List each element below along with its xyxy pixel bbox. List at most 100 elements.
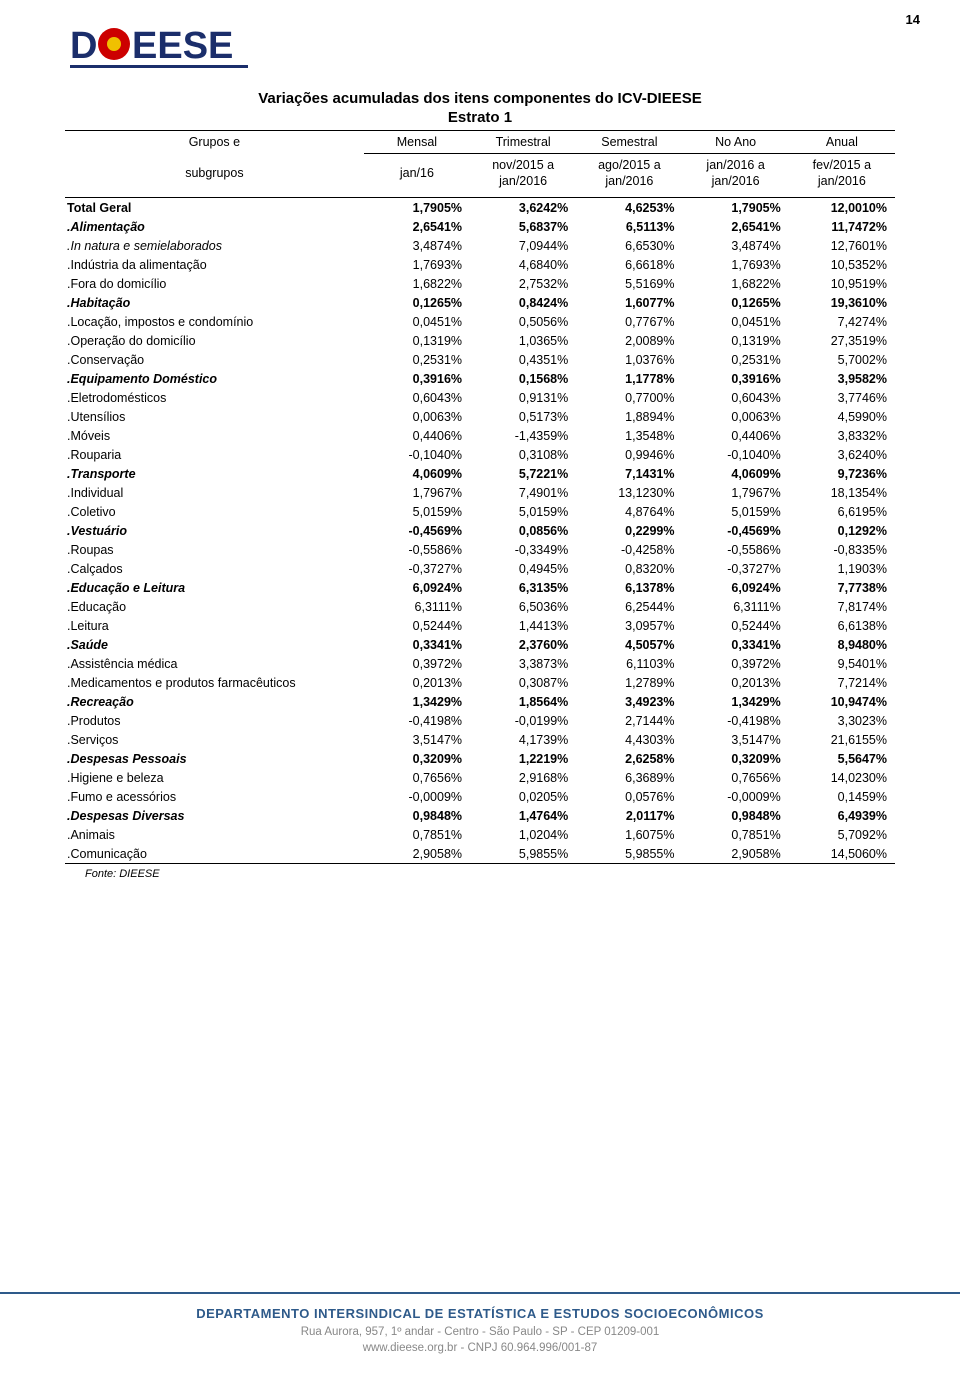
cell-value: 2,9058% xyxy=(364,844,470,864)
table-row: .In natura e semielaborados3,4874%7,0944… xyxy=(65,236,895,255)
table-row: .Calçados-0,3727%0,4945%0,8320%-0,3727%1… xyxy=(65,559,895,578)
cell-value: 4,8764% xyxy=(576,502,682,521)
cell-value: 0,2013% xyxy=(683,673,789,692)
cell-value: 21,6155% xyxy=(789,730,895,749)
cell-value: 2,6541% xyxy=(364,217,470,236)
cell-value: 6,0924% xyxy=(364,578,470,597)
row-label: .Assistência médica xyxy=(65,654,364,673)
table-row: .Assistência médica0,3972%3,3873%6,1103%… xyxy=(65,654,895,673)
cell-value: 5,9855% xyxy=(470,844,576,864)
cell-value: 1,3429% xyxy=(683,692,789,711)
cell-value: 14,0230% xyxy=(789,768,895,787)
row-label: .Rouparia xyxy=(65,445,364,464)
cell-value: 0,3972% xyxy=(364,654,470,673)
cell-value: 0,0576% xyxy=(576,787,682,806)
cell-value: -0,5586% xyxy=(364,540,470,559)
cell-value: 0,0451% xyxy=(364,312,470,331)
page-footer: DEPARTAMENTO INTERSINDICAL DE ESTATÍSTIC… xyxy=(0,1292,960,1374)
table-row: .Transporte4,0609%5,7221%7,1431%4,0609%9… xyxy=(65,464,895,483)
cell-value: 1,7967% xyxy=(364,483,470,502)
cell-value: 0,1292% xyxy=(789,521,895,540)
table-row: .Coletivo5,0159%5,0159%4,8764%5,0159%6,6… xyxy=(65,502,895,521)
cell-value: 0,7767% xyxy=(576,312,682,331)
cell-value: 1,2219% xyxy=(470,749,576,768)
cell-value: 0,5244% xyxy=(683,616,789,635)
cell-value: 0,9848% xyxy=(364,806,470,825)
cell-value: 3,4874% xyxy=(364,236,470,255)
row-label: .Operação do domicílio xyxy=(65,331,364,350)
cell-value: 1,7905% xyxy=(683,198,789,218)
header-period-3: ago/2015 ajan/2016 xyxy=(576,154,682,198)
cell-value: 0,3341% xyxy=(364,635,470,654)
row-label: .Habitação xyxy=(65,293,364,312)
cell-value: 0,9848% xyxy=(683,806,789,825)
cell-value: 0,6043% xyxy=(683,388,789,407)
cell-value: 0,6043% xyxy=(364,388,470,407)
header-subgrupos: subgrupos xyxy=(65,154,364,198)
table-row: .Conservação0,2531%0,4351%1,0376%0,2531%… xyxy=(65,350,895,369)
cell-value: 10,9474% xyxy=(789,692,895,711)
cell-value: 6,3689% xyxy=(576,768,682,787)
table-row: .Animais0,7851%1,0204%1,6075%0,7851%5,70… xyxy=(65,825,895,844)
header-period-4: jan/2016 ajan/2016 xyxy=(683,154,789,198)
cell-value: 1,7905% xyxy=(364,198,470,218)
cell-value: 6,4939% xyxy=(789,806,895,825)
cell-value: 8,9480% xyxy=(789,635,895,654)
cell-value: 0,4406% xyxy=(364,426,470,445)
cell-value: 2,7144% xyxy=(576,711,682,730)
cell-value: 7,4274% xyxy=(789,312,895,331)
cell-value: 4,4303% xyxy=(576,730,682,749)
cell-value: 0,1459% xyxy=(789,787,895,806)
cell-value: 2,6541% xyxy=(683,217,789,236)
cell-value: 0,3972% xyxy=(683,654,789,673)
cell-value: 4,0609% xyxy=(364,464,470,483)
cell-value: 0,7656% xyxy=(683,768,789,787)
row-label: .In natura e semielaborados xyxy=(65,236,364,255)
cell-value: 7,8174% xyxy=(789,597,895,616)
row-label: .Roupas xyxy=(65,540,364,559)
cell-value: 14,5060% xyxy=(789,844,895,864)
row-label: .Serviços xyxy=(65,730,364,749)
header-trimestral: Trimestral xyxy=(470,131,576,154)
cell-value: 3,3873% xyxy=(470,654,576,673)
cell-value: 5,0159% xyxy=(364,502,470,521)
cell-value: 3,5147% xyxy=(683,730,789,749)
header-mensal: Mensal xyxy=(364,131,470,154)
table-row: .Fumo e acessórios-0,0009%0,0205%0,0576%… xyxy=(65,787,895,806)
cell-value: 0,2531% xyxy=(683,350,789,369)
table-row: .Locação, impostos e condomínio0,0451%0,… xyxy=(65,312,895,331)
row-label: .Animais xyxy=(65,825,364,844)
cell-value: 2,0117% xyxy=(576,806,682,825)
cell-value: 6,6618% xyxy=(576,255,682,274)
cell-value: 0,1319% xyxy=(364,331,470,350)
cell-value: 1,8564% xyxy=(470,692,576,711)
dieese-logo: D EESE xyxy=(70,20,250,75)
cell-value: -0,1040% xyxy=(364,445,470,464)
cell-value: 0,8424% xyxy=(470,293,576,312)
row-label: .Produtos xyxy=(65,711,364,730)
cell-value: -0,0009% xyxy=(683,787,789,806)
cell-value: 1,3548% xyxy=(576,426,682,445)
row-label: Total Geral xyxy=(65,198,364,218)
cell-value: 0,3087% xyxy=(470,673,576,692)
cell-value: 1,7967% xyxy=(683,483,789,502)
table-row: .Habitação0,1265%0,8424%1,6077%0,1265%19… xyxy=(65,293,895,312)
table-row: .Rouparia-0,1040%0,3108%0,9946%-0,1040%3… xyxy=(65,445,895,464)
table-row: .Recreação1,3429%1,8564%3,4923%1,3429%10… xyxy=(65,692,895,711)
cell-value: 10,9519% xyxy=(789,274,895,293)
cell-value: 1,6077% xyxy=(576,293,682,312)
cell-value: 1,4413% xyxy=(470,616,576,635)
cell-value: 5,5169% xyxy=(576,274,682,293)
cell-value: 6,3135% xyxy=(470,578,576,597)
cell-value: 12,0010% xyxy=(789,198,895,218)
cell-value: 3,4923% xyxy=(576,692,682,711)
cell-value: 3,4874% xyxy=(683,236,789,255)
row-label: .Educação e Leitura xyxy=(65,578,364,597)
cell-value: 2,9168% xyxy=(470,768,576,787)
header-period-2: nov/2015 ajan/2016 xyxy=(470,154,576,198)
cell-value: 5,7221% xyxy=(470,464,576,483)
cell-value: 0,7851% xyxy=(683,825,789,844)
cell-value: 1,3429% xyxy=(364,692,470,711)
cell-value: -0,4198% xyxy=(364,711,470,730)
row-label: .Recreação xyxy=(65,692,364,711)
